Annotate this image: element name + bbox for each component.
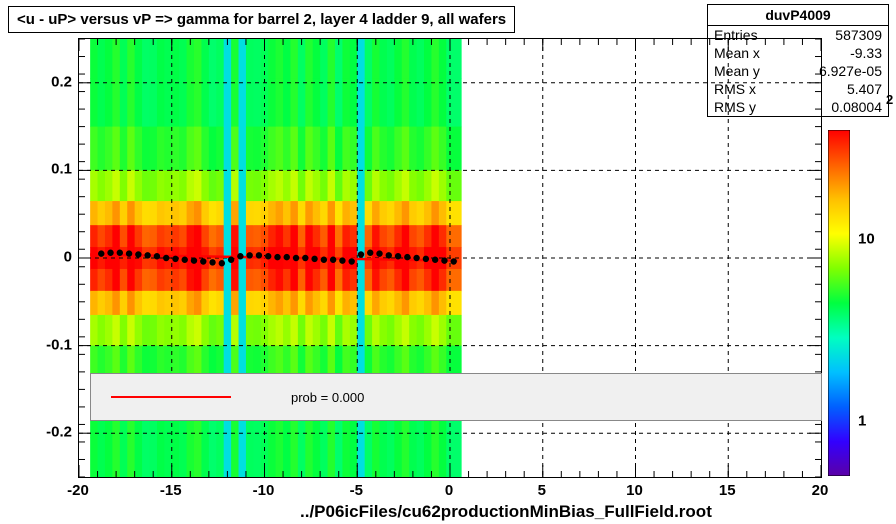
y-tick-label: -0.2 (38, 424, 72, 441)
x-tick-label: 10 (626, 482, 643, 499)
y-tick-label: 0.2 (38, 73, 72, 90)
root-canvas: <u - uP> versus vP => gamma for barrel 2… (0, 0, 896, 524)
stats-value: -9.33 (850, 45, 882, 61)
x-tick-label: 5 (538, 482, 546, 499)
x-tick-label: -20 (67, 482, 89, 499)
legend-box: prob = 0.000 (90, 373, 822, 421)
y-tick-label: 0.1 (38, 161, 72, 178)
plot-title: <u - uP> versus vP => gamma for barrel 2… (8, 6, 515, 33)
legend-text: prob = 0.000 (291, 390, 364, 405)
stats-value: 6.927e-05 (819, 63, 882, 79)
x-tick-label: 20 (812, 482, 829, 499)
colorbar (828, 130, 850, 476)
stats-value: 587309 (835, 27, 882, 43)
stats-value: 5.407 (847, 81, 882, 97)
colorbar-tick-label: 1 (858, 413, 866, 430)
legend-line (111, 396, 231, 399)
colorbar-tick-label: 10 (858, 231, 875, 248)
y-tick-label: 0 (38, 249, 72, 266)
stats-value: 0.08004 (831, 99, 882, 115)
x-tick-label: -5 (350, 482, 363, 499)
colorbar-svg (828, 130, 850, 476)
x-tick-label: 15 (719, 482, 736, 499)
stats-name: duvP4009 (708, 5, 888, 26)
x-tick-label: -15 (160, 482, 182, 499)
plot-title-text: <u - uP> versus vP => gamma for barrel 2… (17, 11, 506, 28)
x-tick-label: 0 (445, 482, 453, 499)
file-path-text: ../P06icFiles/cu62productionMinBias_Full… (300, 502, 712, 521)
y-tick-label: -0.1 (38, 336, 72, 353)
superscript-2: 2 (886, 92, 893, 107)
file-path: ../P06icFiles/cu62productionMinBias_Full… (300, 502, 712, 522)
x-tick-label: -10 (253, 482, 275, 499)
